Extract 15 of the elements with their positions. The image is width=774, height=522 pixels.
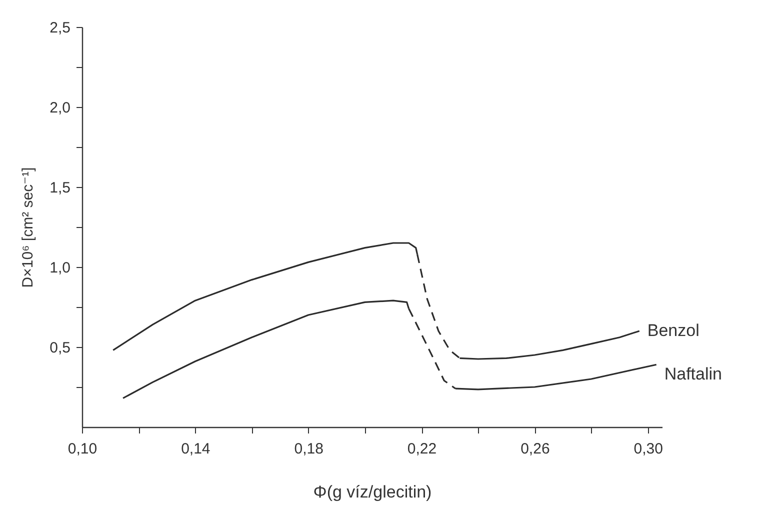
y-tick-label: 0,5 — [50, 340, 70, 356]
x-axis-title: Φ(g víz/glecitin) — [313, 482, 432, 502]
x-tick-label: 0,30 — [634, 440, 663, 458]
x-tick-label: 0,18 — [294, 440, 324, 458]
y-tick-label: 1,0 — [50, 260, 70, 276]
y-tick-label: 2,5 — [50, 20, 70, 36]
series-label: Naftalin — [664, 364, 722, 384]
x-tick-label: 0,10 — [68, 440, 98, 458]
x-tick-label: 0,22 — [407, 440, 437, 458]
y-tick-label: 2,0 — [50, 100, 70, 116]
series-label: Benzol — [647, 321, 700, 340]
x-tick-label: 0,26 — [520, 440, 550, 458]
y-axis-title: D×10⁶ [cm² sec⁻¹] — [20, 167, 37, 288]
y-tick-label: 1,5 — [50, 180, 70, 196]
x-tick-label: 0,14 — [181, 440, 210, 458]
